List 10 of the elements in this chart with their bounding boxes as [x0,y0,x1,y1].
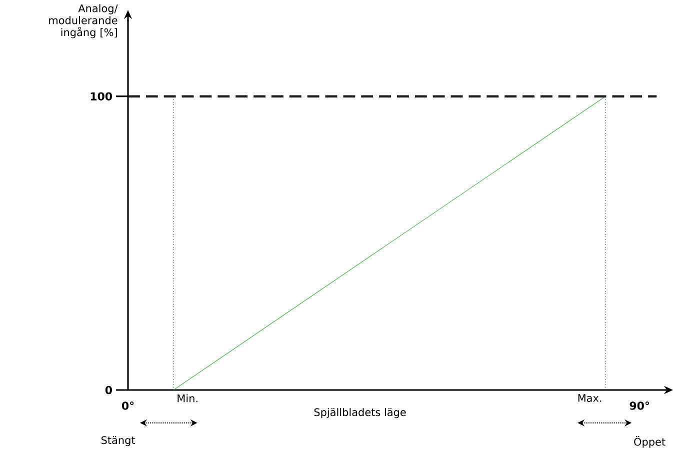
y-tick-label: 100 [90,92,112,100]
text: Öppet [634,436,666,448]
x-axis-title: Spjällbladets läge [314,408,406,418]
x-tick-label: 90° [630,401,649,410]
annotation: Min. [178,394,198,402]
x-tick-label: 0° [122,401,134,410]
y-tick-label: 0 [105,386,112,394]
annotation: Max. [578,394,602,402]
text: Stängt [101,436,136,446]
y-axis-title: Analog/ modulerande ingång [%] [49,4,118,38]
